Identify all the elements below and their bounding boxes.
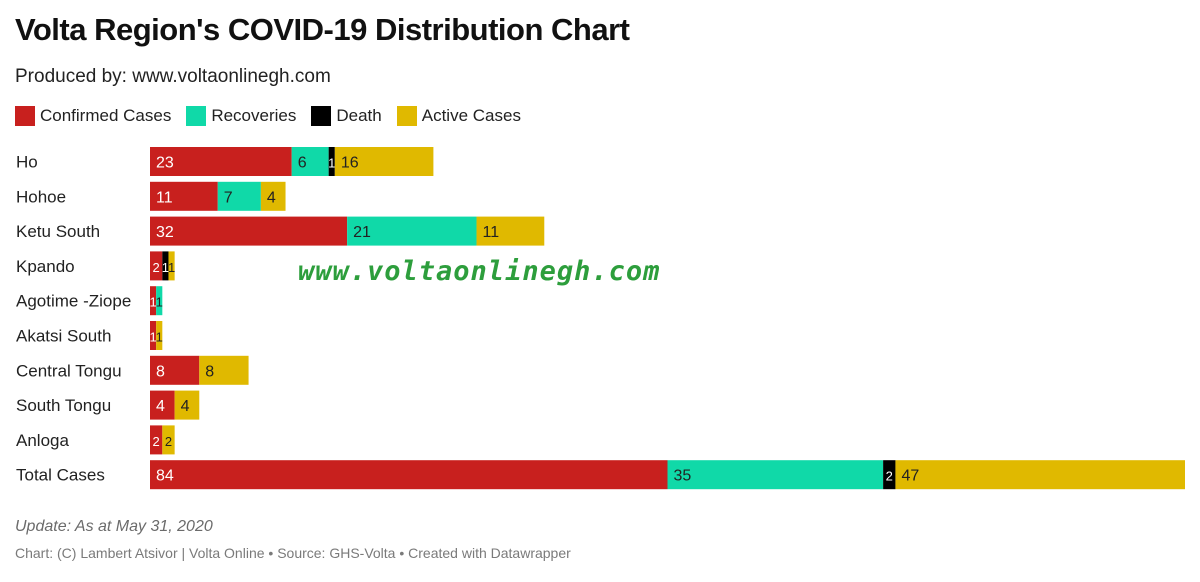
bar-recoveries-ketu-south xyxy=(347,216,477,246)
category-label-agotime-ziope: Agotime -Ziope xyxy=(16,292,131,311)
data-label-active-cases-hohoe: 4 xyxy=(267,189,276,206)
legend: Confirmed Cases Recoveries Death Active … xyxy=(15,106,536,126)
bar-active-cases-kpando xyxy=(168,251,175,281)
data-label-active-cases-akatsi-south: 1 xyxy=(156,330,163,345)
bar-confirmed-cases-akatsi-south xyxy=(150,321,157,350)
data-label-recoveries-hohoe: 7 xyxy=(224,189,233,206)
data-label-confirmed-cases-kpando: 2 xyxy=(153,260,160,275)
data-label-death-total-cases: 2 xyxy=(886,469,893,484)
category-label-south-tongu: South Tongu xyxy=(16,396,111,415)
legend-item-confirmed: Confirmed Cases xyxy=(15,106,171,126)
chart-subtitle: Produced by: www.voltaonlinegh.com xyxy=(15,66,331,87)
legend-swatch-recoveries xyxy=(186,106,207,126)
bar-active-cases-central-tongu xyxy=(199,355,249,385)
bar-confirmed-cases-ketu-south xyxy=(150,216,348,246)
data-label-active-cases-kpando: 1 xyxy=(168,260,175,275)
bar-active-cases-hohoe xyxy=(260,181,286,211)
category-label-akatsi-south: Akatsi South xyxy=(16,327,111,346)
watermark-text: www.voltaonlinegh.com xyxy=(298,256,661,287)
legend-label-active: Active Cases xyxy=(421,106,521,125)
bar-recoveries-agotime-ziope xyxy=(156,286,163,316)
data-label-recoveries-ketu-south: 21 xyxy=(353,224,371,241)
legend-label-death: Death xyxy=(336,106,382,125)
data-label-confirmed-cases-central-tongu: 8 xyxy=(156,363,165,380)
data-label-confirmed-cases-ho: 23 xyxy=(156,155,174,172)
data-label-death-ho: 1 xyxy=(328,156,335,171)
bar-confirmed-cases-total-cases xyxy=(150,460,668,490)
bar-active-cases-total-cases xyxy=(895,460,1185,490)
category-label-ketu-south: Ketu South xyxy=(16,222,100,241)
data-label-confirmed-cases-total-cases: 84 xyxy=(156,468,174,485)
bar-recoveries-ho xyxy=(291,147,329,176)
data-label-recoveries-agotime-ziope: 1 xyxy=(156,295,163,310)
data-label-confirmed-cases-hohoe: 11 xyxy=(156,189,173,206)
category-label-kpando: Kpando xyxy=(16,257,75,276)
bar-recoveries-hohoe xyxy=(217,181,261,211)
data-label-confirmed-cases-agotime-ziope: 1 xyxy=(149,295,156,310)
bar-confirmed-cases-anloga xyxy=(150,425,163,455)
legend-label-recoveries: Recoveries xyxy=(211,106,297,125)
bar-active-cases-anloga xyxy=(162,425,175,455)
bar-confirmed-cases-south-tongu xyxy=(150,390,175,420)
bar-confirmed-cases-hohoe xyxy=(150,181,218,211)
data-label-confirmed-cases-ketu-south: 32 xyxy=(156,224,174,241)
bar-death-kpando xyxy=(162,251,169,281)
data-label-confirmed-cases-south-tongu: 4 xyxy=(156,398,165,415)
data-label-recoveries-total-cases: 35 xyxy=(674,468,692,485)
category-label-central-tongu: Central Tongu xyxy=(16,361,122,380)
bar-recoveries-total-cases xyxy=(667,460,884,490)
data-label-active-cases-ho: 16 xyxy=(341,155,359,172)
data-label-active-cases-ketu-south: 11 xyxy=(483,224,500,241)
bar-death-ho xyxy=(328,147,335,176)
category-label-ho: Ho xyxy=(16,153,38,172)
data-label-active-cases-south-tongu: 4 xyxy=(181,398,190,415)
bar-active-cases-south-tongu xyxy=(174,390,200,420)
data-label-recoveries-ho: 6 xyxy=(298,155,307,172)
data-label-confirmed-cases-anloga: 2 xyxy=(153,434,160,449)
legend-item-death: Death xyxy=(311,106,382,126)
data-label-active-cases-anloga: 2 xyxy=(165,434,172,449)
data-label-confirmed-cases-akatsi-south: 1 xyxy=(149,330,156,345)
legend-swatch-confirmed xyxy=(15,106,35,126)
chart-title: Volta Region's COVID-19 Distribution Cha… xyxy=(15,12,630,47)
data-label-active-cases-central-tongu: 8 xyxy=(205,363,214,380)
bar-confirmed-cases-agotime-ziope xyxy=(150,286,157,316)
bar-confirmed-cases-kpando xyxy=(150,251,163,281)
legend-item-recoveries: Recoveries xyxy=(186,106,296,126)
data-label-active-cases-total-cases: 47 xyxy=(901,468,919,485)
bar-death-total-cases xyxy=(883,460,896,490)
update-note: Update: As at May 31, 2020 xyxy=(15,518,213,535)
bar-confirmed-cases-ho xyxy=(150,147,292,176)
legend-label-confirmed: Confirmed Cases xyxy=(40,106,172,125)
category-label-anloga: Anloga xyxy=(16,431,69,450)
legend-swatch-active xyxy=(396,106,417,126)
legend-swatch-death xyxy=(311,106,332,126)
bar-active-cases-ketu-south xyxy=(476,216,545,246)
bar-active-cases-ho xyxy=(334,147,434,176)
bar-confirmed-cases-central-tongu xyxy=(150,355,200,385)
bar-active-cases-akatsi-south xyxy=(156,321,163,350)
category-label-hohoe: Hohoe xyxy=(16,187,66,206)
legend-item-active: Active Cases xyxy=(396,106,521,126)
data-label-death-kpando: 1 xyxy=(162,260,169,275)
category-label-total-cases: Total Cases xyxy=(16,466,105,485)
chart-credit: Chart: (C) Lambert Atsivor | Volta Onlin… xyxy=(15,545,571,561)
